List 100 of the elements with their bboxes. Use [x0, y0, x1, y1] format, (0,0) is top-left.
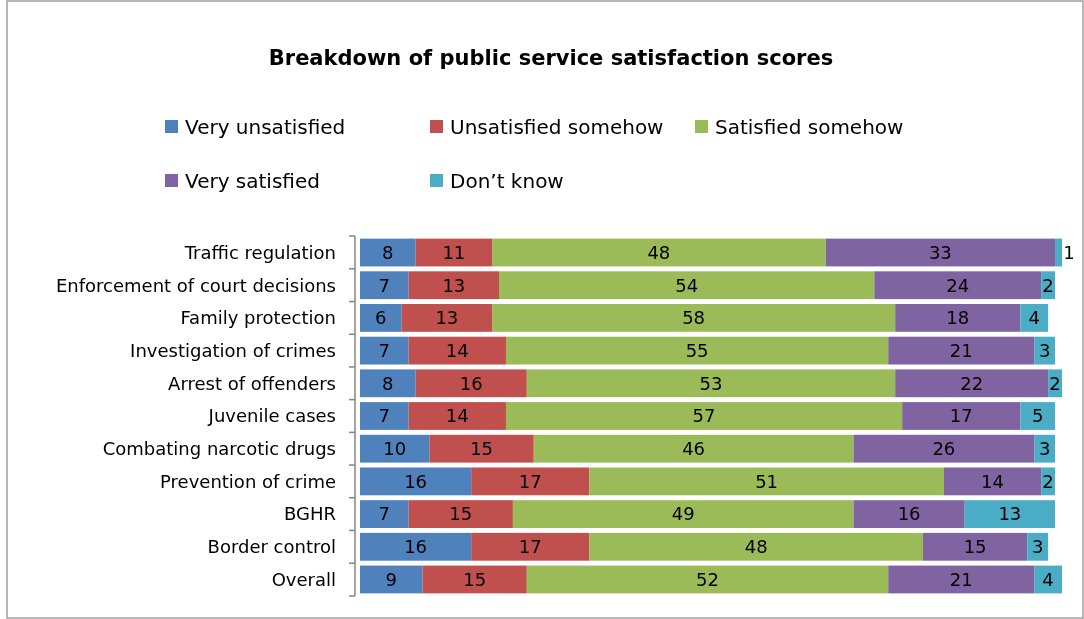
data-label: 33 — [928, 241, 952, 263]
y-tick-label: Juvenile cases — [207, 405, 336, 427]
data-label: 6 — [375, 307, 387, 329]
bar — [888, 565, 1035, 594]
data-label: 3 — [1038, 339, 1051, 361]
data-label: 22 — [960, 372, 984, 394]
legend-label: Very satisfied — [185, 169, 320, 193]
chart-title: Breakdown of public service satisfaction scores — [268, 46, 834, 71]
data-label: 17 — [949, 405, 973, 427]
bar — [1020, 304, 1049, 332]
bar — [471, 467, 590, 496]
y-tick-label: Investigation of crimes — [130, 339, 336, 361]
bar — [1055, 238, 1062, 267]
data-label: 5 — [1031, 405, 1044, 427]
bar — [874, 271, 1042, 300]
data-label: 52 — [696, 568, 719, 590]
bar — [360, 434, 430, 463]
bar — [589, 467, 944, 496]
data-label: 8 — [382, 241, 394, 263]
data-label: 26 — [932, 438, 956, 459]
data-label: 16 — [897, 503, 921, 525]
bar — [408, 336, 506, 365]
data-label: 3 — [1038, 438, 1051, 459]
bar — [888, 336, 1035, 365]
bar — [360, 532, 472, 561]
data-label: 17 — [518, 536, 542, 558]
data-label: 21 — [949, 568, 973, 590]
data-label: 13 — [442, 274, 466, 296]
data-label: 16 — [404, 536, 428, 558]
data-label: 18 — [946, 307, 970, 329]
data-label: 54 — [675, 274, 699, 296]
bar — [408, 500, 513, 528]
data-label: 3 — [1031, 536, 1044, 558]
y-tick-label: Family protection — [180, 307, 336, 329]
bar — [471, 532, 590, 561]
data-label: 15 — [449, 503, 473, 525]
bar — [360, 238, 416, 267]
data-label: 16 — [459, 372, 483, 394]
bar — [943, 467, 1042, 496]
legend-label: Unsatisfied somehow — [450, 115, 664, 139]
bar — [853, 500, 965, 528]
data-label: 24 — [946, 274, 970, 296]
bar — [964, 500, 1056, 528]
legend-label: Very unsatisfied — [185, 115, 346, 139]
data-label: 17 — [518, 470, 542, 492]
y-tick-label: Arrest of offenders — [168, 372, 336, 394]
bar — [895, 304, 1021, 332]
data-label: 14 — [981, 470, 1004, 492]
data-label: 15 — [463, 568, 487, 590]
data-label: 48 — [744, 536, 768, 558]
bar — [589, 532, 923, 561]
data-label: 15 — [963, 536, 987, 558]
bar — [415, 369, 527, 398]
data-label: 7 — [378, 405, 391, 427]
bar — [360, 500, 409, 528]
y-tick-label: Border control — [207, 536, 336, 558]
bar — [360, 402, 409, 430]
bar — [505, 402, 903, 430]
data-label: 58 — [682, 307, 706, 329]
bar — [360, 304, 402, 332]
bar — [492, 238, 826, 267]
bar — [853, 434, 1035, 463]
data-label: 57 — [692, 405, 716, 427]
data-label: 11 — [442, 241, 466, 263]
bar — [360, 271, 409, 300]
bar — [895, 369, 1049, 398]
data-label: 55 — [685, 339, 709, 361]
data-label: 4 — [1042, 568, 1054, 590]
data-label: 13 — [998, 503, 1022, 525]
data-label: 15 — [470, 438, 494, 459]
bar — [533, 434, 854, 463]
data-label: 51 — [755, 470, 779, 492]
data-label: 49 — [671, 503, 695, 525]
bar — [512, 500, 854, 528]
bar — [1020, 402, 1056, 430]
legend-label: Satisfied somehow — [715, 115, 904, 139]
data-label: 7 — [378, 503, 391, 525]
y-tick-label: Traffic regulation — [183, 241, 336, 263]
data-label: 10 — [383, 438, 407, 459]
y-tick-label: Overall — [271, 568, 336, 590]
data-label: 14 — [445, 339, 469, 361]
bar — [415, 238, 493, 267]
data-label: 53 — [699, 372, 723, 394]
bar — [360, 369, 416, 398]
y-tick-label: Combating narcotic drugs — [102, 438, 336, 459]
bar — [422, 565, 527, 594]
data-label: 13 — [435, 307, 459, 329]
data-label: 48 — [647, 241, 671, 263]
data-label: 7 — [378, 339, 391, 361]
data-label: 8 — [382, 372, 394, 394]
data-label: 14 — [445, 405, 469, 427]
bar — [526, 565, 889, 594]
bar — [429, 434, 534, 463]
bar — [526, 369, 896, 398]
data-label: 21 — [949, 339, 973, 361]
y-tick-label: BGHR — [283, 503, 336, 525]
data-label: 16 — [404, 470, 428, 492]
y-tick-label: Prevention of crime — [160, 470, 336, 492]
data-label: 2 — [1049, 372, 1061, 394]
bar — [922, 532, 1028, 561]
